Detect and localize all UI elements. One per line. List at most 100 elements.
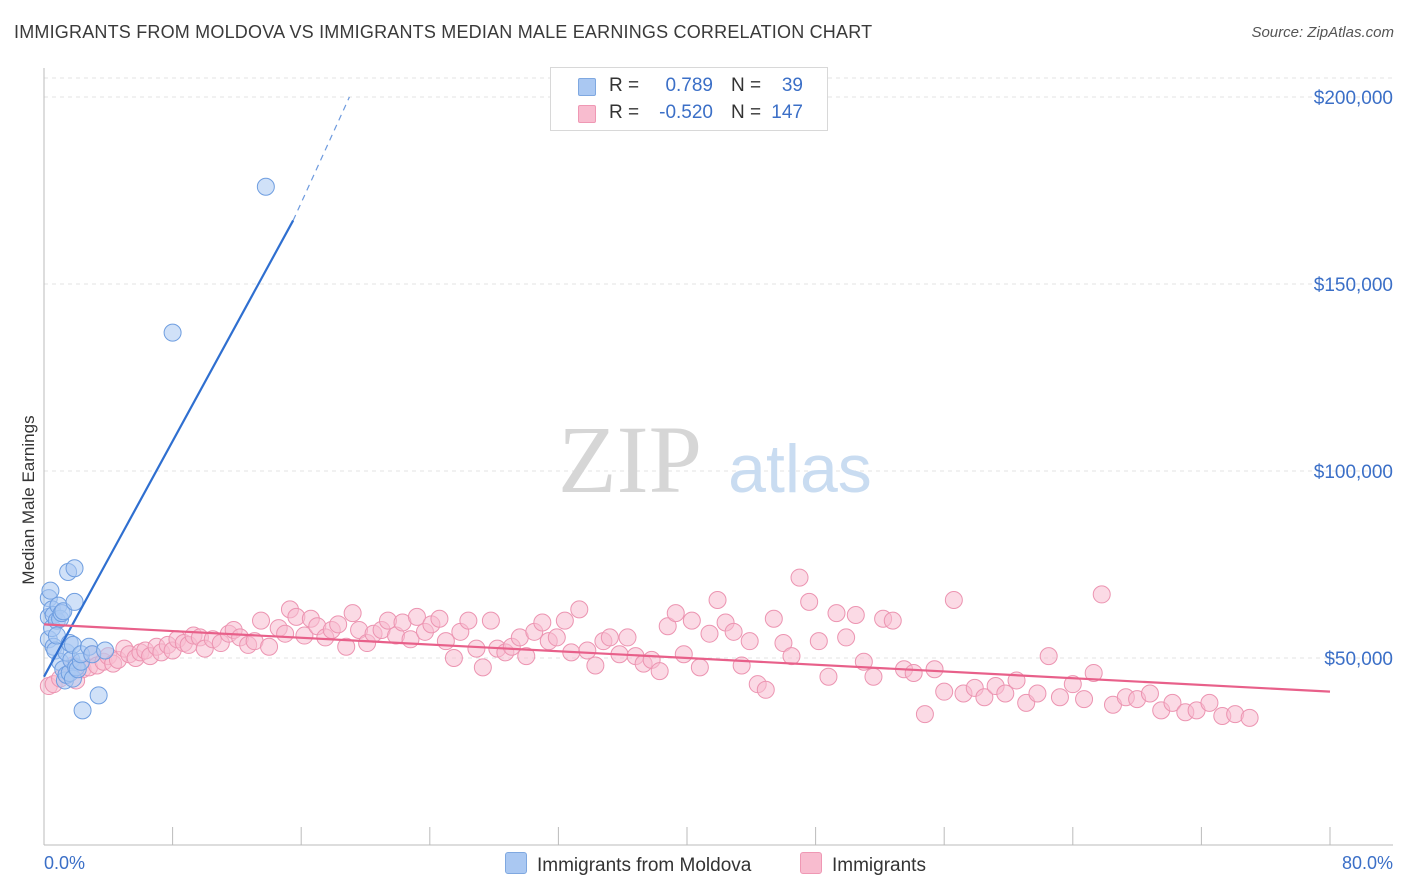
immigrants-point [1050,688,1069,707]
n-value: 147 [771,102,803,123]
immigrants-point [1039,647,1058,666]
immigrants-point [674,645,693,664]
moldova-swatch [578,78,596,96]
immigrants-point [618,628,637,647]
immigrants-point [650,662,669,681]
legend-item-immigrants[interactable]: Immigrants [800,852,926,877]
immigrants-point [329,615,348,634]
immigrants-point [1063,675,1082,694]
y-tick-label: $50,000 [1324,649,1393,670]
immigrants-point [935,682,954,701]
immigrants-point [295,626,314,645]
immigrants-points [39,568,1259,727]
immigrants-point [436,632,455,651]
source-credit: Source: ZipAtlas.com [1251,24,1394,41]
immigrants-point [517,647,536,666]
immigrants-point [837,628,856,647]
watermark: ZIP atlas [558,406,872,513]
legend-label-immigrants: Immigrants [832,855,926,876]
immigrants-point [1028,684,1047,703]
immigrants-point [337,637,356,656]
immigrants-point [819,667,838,686]
immigrants-point [430,609,449,628]
immigrants-point [473,658,492,677]
immigrants-point [1200,693,1219,712]
immigrants-point [600,628,619,647]
moldova-point [73,701,92,720]
moldova-point [163,323,182,342]
immigrants-point [481,611,500,630]
x-tick-label-max: 80.0% [1342,853,1393,873]
moldova-point [96,641,115,660]
immigrants-point [578,641,597,660]
legend-item-moldova[interactable]: Immigrants from Moldova [505,852,751,877]
moldova-point [41,581,60,600]
immigrants-point [690,658,709,677]
immigrants-point [260,637,279,656]
watermark-zip: ZIP [558,406,702,513]
n-label: N = [731,102,762,123]
immigrants-point [1075,690,1094,709]
legend-swatch-immigrants [800,852,822,874]
immigrants-point [915,705,934,724]
moldova-trend-line [43,219,295,678]
immigrants-point [666,604,685,623]
immigrants-swatch [578,105,596,123]
axes [43,68,1393,846]
immigrants-point [276,624,295,643]
stats-row-moldova: R = 0.789 N = 39 [551,73,827,100]
immigrants-point [782,647,801,666]
moldova-point [256,177,275,196]
immigrants-point [658,617,677,636]
legend-label-moldova: Immigrants from Moldova [537,855,752,876]
r-label: R = [609,102,640,123]
immigrants-point [827,604,846,623]
immigrants-point [343,604,362,623]
immigrants-point [925,660,944,679]
immigrants-point [1140,684,1159,703]
immigrants-point [764,609,783,628]
r-label: R = [609,75,640,96]
immigrants-point [570,600,589,619]
immigrants-point [800,592,819,611]
y-tick-label: $150,000 [1314,275,1393,296]
immigrants-point [944,591,963,610]
immigrants-point [1084,663,1103,682]
n-value: 39 [781,75,803,96]
immigrants-point [756,680,775,699]
moldova-point [65,559,84,578]
immigrants-point [459,611,478,630]
y-axis-label: Median Male Earnings [19,415,38,585]
immigrants-point [790,568,809,587]
immigrants-point [708,591,727,610]
grid-lines [44,77,1393,659]
moldova-point [65,592,84,611]
y-tick-labels: $50,000 $100,000 $150,000 $200,000 [1314,88,1393,670]
immigrants-point [809,632,828,651]
immigrants-point [996,684,1015,703]
stats-legend: R = 0.789 N = 39 R = -0.520 N = 147 [550,67,828,131]
legend-swatch-moldova [505,852,527,874]
y-tick-label: $100,000 [1314,462,1393,483]
immigrants-point [555,611,574,630]
immigrants-point [467,639,486,658]
r-value: -0.520 [659,102,713,123]
immigrants-trend-line [43,623,1331,693]
moldova-point [89,686,108,705]
n-label: N = [731,75,762,96]
immigrants-point [547,628,566,647]
immigrants-point [252,611,271,630]
y-tick-label: $200,000 [1314,88,1393,109]
immigrants-point [864,667,883,686]
immigrants-point [1092,585,1111,604]
stats-row-immigrants: R = -0.520 N = 147 [551,100,827,127]
immigrants-point [846,605,865,624]
immigrants-point [1163,693,1182,712]
immigrants-point [883,611,902,630]
immigrants-point [740,632,759,651]
immigrants-point [1240,708,1259,727]
immigrants-point [774,634,793,653]
immigrants-point [724,622,743,641]
chart-title: IMMIGRANTS FROM MOLDOVA VS IMMIGRANTS ME… [14,22,873,42]
r-value: 0.789 [665,75,713,96]
